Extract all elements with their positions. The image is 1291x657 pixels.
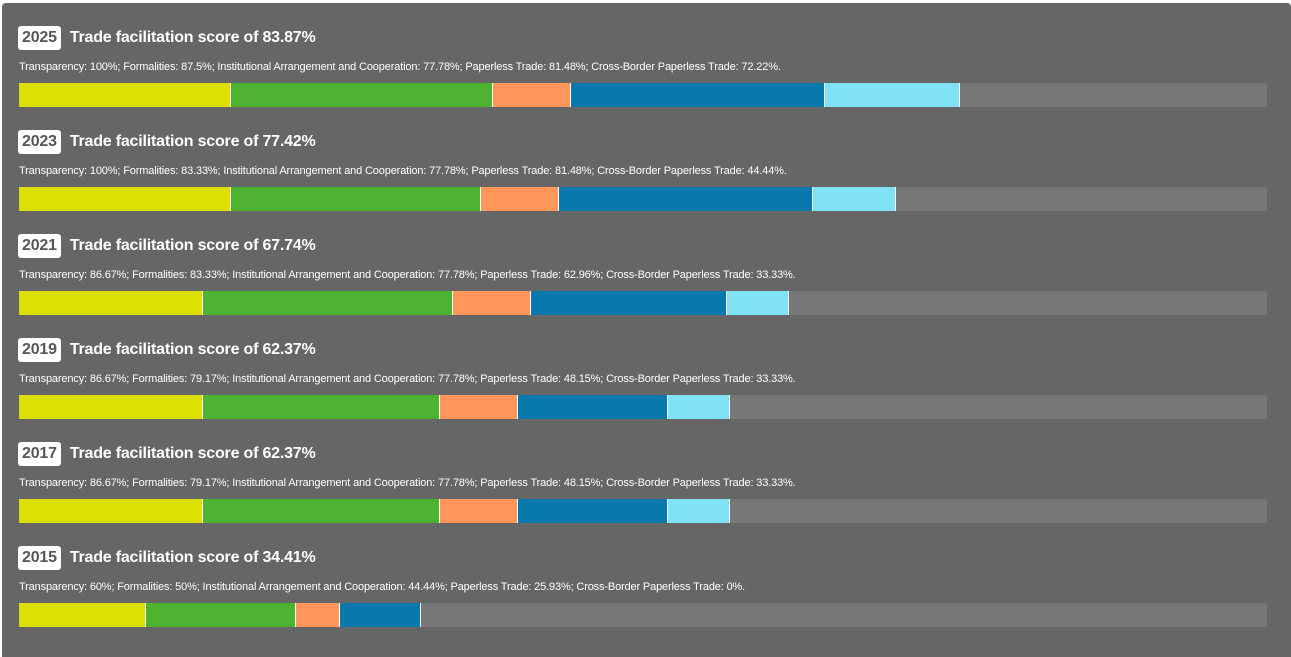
score-entry-2025: 2025 Trade facilitation score of 83.87% Tr… bbox=[18, 3, 1268, 107]
bar-segment-paperless-trade[interactable] bbox=[518, 499, 668, 523]
bar-segment-institutional-arrangement-and-cooperation[interactable] bbox=[440, 395, 518, 419]
score-title: Trade facilitation score of 83.87% bbox=[69, 29, 316, 46]
bar-segment-institutional-arrangement-and-cooperation[interactable] bbox=[453, 291, 531, 315]
score-entry-2015: 2015 Trade facilitation score of 34.41% Tr… bbox=[18, 523, 1268, 627]
bar-segment-formalities[interactable] bbox=[203, 499, 440, 523]
bar-segment-transparency[interactable] bbox=[19, 83, 231, 107]
year-badge: 2017 bbox=[18, 442, 61, 466]
entry-header: 2025 Trade facilitation score of 83.87% bbox=[18, 25, 316, 51]
bar-segment-institutional-arrangement-and-cooperation[interactable] bbox=[481, 187, 559, 211]
score-entry-2023: 2023 Trade facilitation score of 77.42% Tr… bbox=[18, 107, 1268, 211]
entry-header: 2023 Trade facilitation score of 77.42% bbox=[18, 129, 316, 155]
score-bar-track bbox=[19, 395, 1267, 419]
bar-segment-paperless-trade[interactable] bbox=[340, 603, 421, 627]
bar-segment-formalities[interactable] bbox=[203, 291, 453, 315]
score-bar-track bbox=[19, 83, 1267, 107]
score-bar-track bbox=[19, 187, 1267, 211]
entry-header: 2021 Trade facilitation score of 67.74% bbox=[18, 233, 316, 259]
score-entry-2017: 2017 Trade facilitation score of 62.37% Tr… bbox=[18, 419, 1268, 523]
bar-segment-transparency[interactable] bbox=[19, 603, 146, 627]
bar-segment-paperless-trade[interactable] bbox=[518, 395, 668, 419]
score-entry-2019: 2019 Trade facilitation score of 62.37% Tr… bbox=[18, 315, 1268, 419]
entry-header: 2017 Trade facilitation score of 62.37% bbox=[18, 441, 316, 467]
bar-segment-formalities[interactable] bbox=[231, 187, 481, 211]
bar-segment-formalities[interactable] bbox=[231, 83, 493, 107]
bar-segment-cross-border-paperless-trade[interactable] bbox=[825, 83, 960, 107]
bar-segment-paperless-trade[interactable] bbox=[571, 83, 825, 107]
year-badge: 2023 bbox=[18, 130, 61, 154]
year-badge: 2025 bbox=[18, 26, 61, 50]
bar-segment-institutional-arrangement-and-cooperation[interactable] bbox=[493, 83, 571, 107]
bar-segment-transparency[interactable] bbox=[19, 291, 203, 315]
bar-segment-transparency[interactable] bbox=[19, 187, 231, 211]
bar-segment-cross-border-paperless-trade[interactable] bbox=[813, 187, 896, 211]
score-breakdown-text: Transparency: 100%; Formalities: 87.5%; … bbox=[19, 61, 781, 73]
bar-segment-cross-border-paperless-trade[interactable] bbox=[727, 291, 789, 315]
score-title: Trade facilitation score of 67.74% bbox=[69, 237, 316, 254]
score-bar-track bbox=[19, 603, 1267, 627]
score-bar-track bbox=[19, 291, 1267, 315]
bar-segment-institutional-arrangement-and-cooperation[interactable] bbox=[296, 603, 340, 627]
bar-segment-cross-border-paperless-trade[interactable] bbox=[668, 395, 730, 419]
score-title: Trade facilitation score of 62.37% bbox=[69, 445, 316, 462]
bar-segment-transparency[interactable] bbox=[19, 499, 203, 523]
score-breakdown-text: Transparency: 86.67%; Formalities: 83.33… bbox=[19, 269, 796, 281]
score-title: Trade facilitation score of 62.37% bbox=[69, 341, 316, 358]
year-badge: 2019 bbox=[18, 338, 61, 362]
entry-header: 2019 Trade facilitation score of 62.37% bbox=[18, 337, 316, 363]
score-breakdown-text: Transparency: 86.67%; Formalities: 79.17… bbox=[19, 373, 796, 385]
bar-segment-institutional-arrangement-and-cooperation[interactable] bbox=[440, 499, 518, 523]
year-badge: 2015 bbox=[18, 546, 61, 570]
bar-segment-paperless-trade[interactable] bbox=[531, 291, 727, 315]
score-bar-track bbox=[19, 499, 1267, 523]
score-title: Trade facilitation score of 77.42% bbox=[69, 133, 316, 150]
bar-segment-formalities[interactable] bbox=[203, 395, 440, 419]
trade-facilitation-panel: 2025 Trade facilitation score of 83.87% Tr… bbox=[2, 3, 1291, 657]
score-breakdown-text: Transparency: 60%; Formalities: 50%; Ins… bbox=[19, 581, 746, 593]
score-title: Trade facilitation score of 34.41% bbox=[69, 549, 316, 566]
score-breakdown-text: Transparency: 100%; Formalities: 83.33%;… bbox=[19, 165, 787, 177]
bar-segment-paperless-trade[interactable] bbox=[559, 187, 813, 211]
score-breakdown-text: Transparency: 86.67%; Formalities: 79.17… bbox=[19, 477, 796, 489]
bar-segment-transparency[interactable] bbox=[19, 395, 203, 419]
bar-segment-cross-border-paperless-trade[interactable] bbox=[668, 499, 730, 523]
year-badge: 2021 bbox=[18, 234, 61, 258]
bar-segment-formalities[interactable] bbox=[146, 603, 296, 627]
entry-header: 2015 Trade facilitation score of 34.41% bbox=[18, 545, 316, 571]
score-entry-2021: 2021 Trade facilitation score of 67.74% Tr… bbox=[18, 211, 1268, 315]
